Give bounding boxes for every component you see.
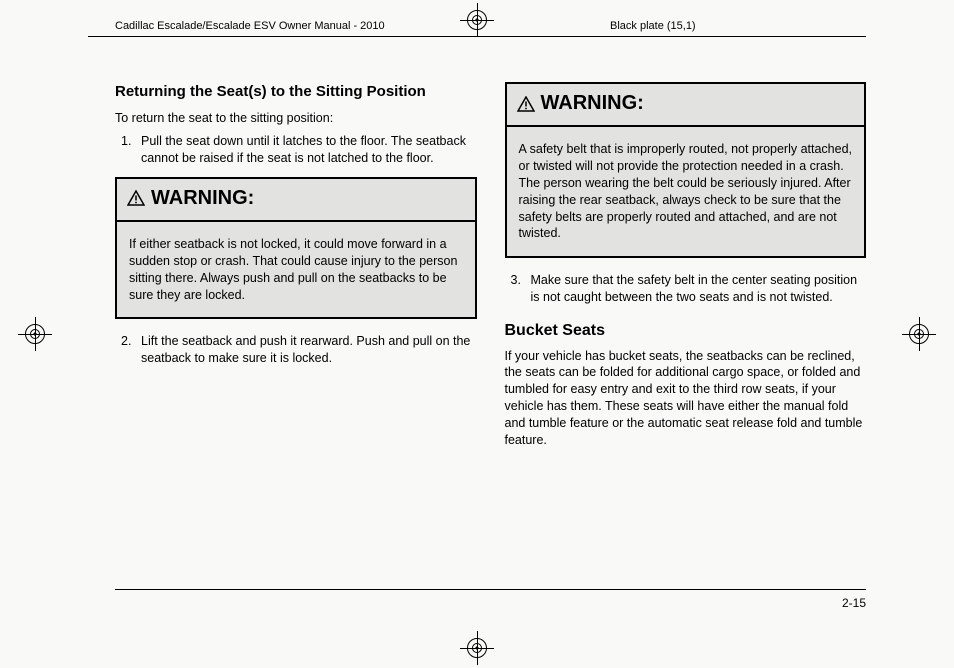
steps-list: 1. Pull the seat down until it latches t…	[115, 133, 477, 167]
warning-box-left: WARNING: If either seatback is not locke…	[115, 177, 477, 320]
warning-body-right: A safety belt that is improperly routed,…	[507, 127, 865, 256]
crop-mark-right	[909, 324, 929, 344]
step-2: 2. Lift the seatback and push it rearwar…	[115, 333, 477, 367]
warning-header-right: WARNING:	[507, 84, 865, 127]
step-1-text: Pull the seat down until it latches to t…	[141, 134, 466, 165]
warning-body-left: If either seatback is not locked, it cou…	[117, 222, 475, 318]
step-3: 3. Make sure that the safety belt in the…	[505, 272, 867, 306]
warning-triangle-icon	[127, 190, 145, 206]
steps-list-2: 2. Lift the seatback and push it rearwar…	[115, 333, 477, 367]
returning-heading: Returning the Seat(s) to the Sitting Pos…	[115, 82, 477, 102]
warning-triangle-icon	[517, 96, 535, 112]
right-column: WARNING: A safety belt that is improperl…	[505, 82, 867, 449]
crop-mark-bottom	[467, 638, 487, 658]
crop-mark-left	[25, 324, 45, 344]
left-column: Returning the Seat(s) to the Sitting Pos…	[115, 82, 477, 449]
page-number: 2-15	[842, 596, 866, 610]
header-left: Cadillac Escalade/Escalade ESV Owner Man…	[115, 20, 385, 32]
step-3-text: Make sure that the safety belt in the ce…	[531, 273, 858, 304]
crop-mark-top	[467, 10, 487, 30]
bucket-seats-body: If your vehicle has bucket seats, the se…	[505, 348, 867, 449]
bucket-seats-heading: Bucket Seats	[505, 320, 867, 342]
footer-rule	[115, 589, 866, 590]
warning-title-left: WARNING:	[151, 185, 254, 212]
warning-box-right: WARNING: A safety belt that is improperl…	[505, 82, 867, 258]
returning-intro: To return the seat to the sitting positi…	[115, 110, 477, 127]
step-1-num: 1.	[121, 133, 131, 150]
step-1: 1. Pull the seat down until it latches t…	[115, 133, 477, 167]
steps-list-3: 3. Make sure that the safety belt in the…	[505, 272, 867, 306]
warning-title-right: WARNING:	[541, 90, 644, 117]
content-area: Returning the Seat(s) to the Sitting Pos…	[115, 82, 866, 449]
warning-header-left: WARNING:	[117, 179, 475, 222]
step-2-num: 2.	[121, 333, 131, 350]
header-rule	[88, 36, 866, 37]
header-right: Black plate (15,1)	[610, 20, 696, 32]
step-2-text: Lift the seatback and push it rearward. …	[141, 334, 470, 365]
step-3-num: 3.	[511, 272, 521, 289]
